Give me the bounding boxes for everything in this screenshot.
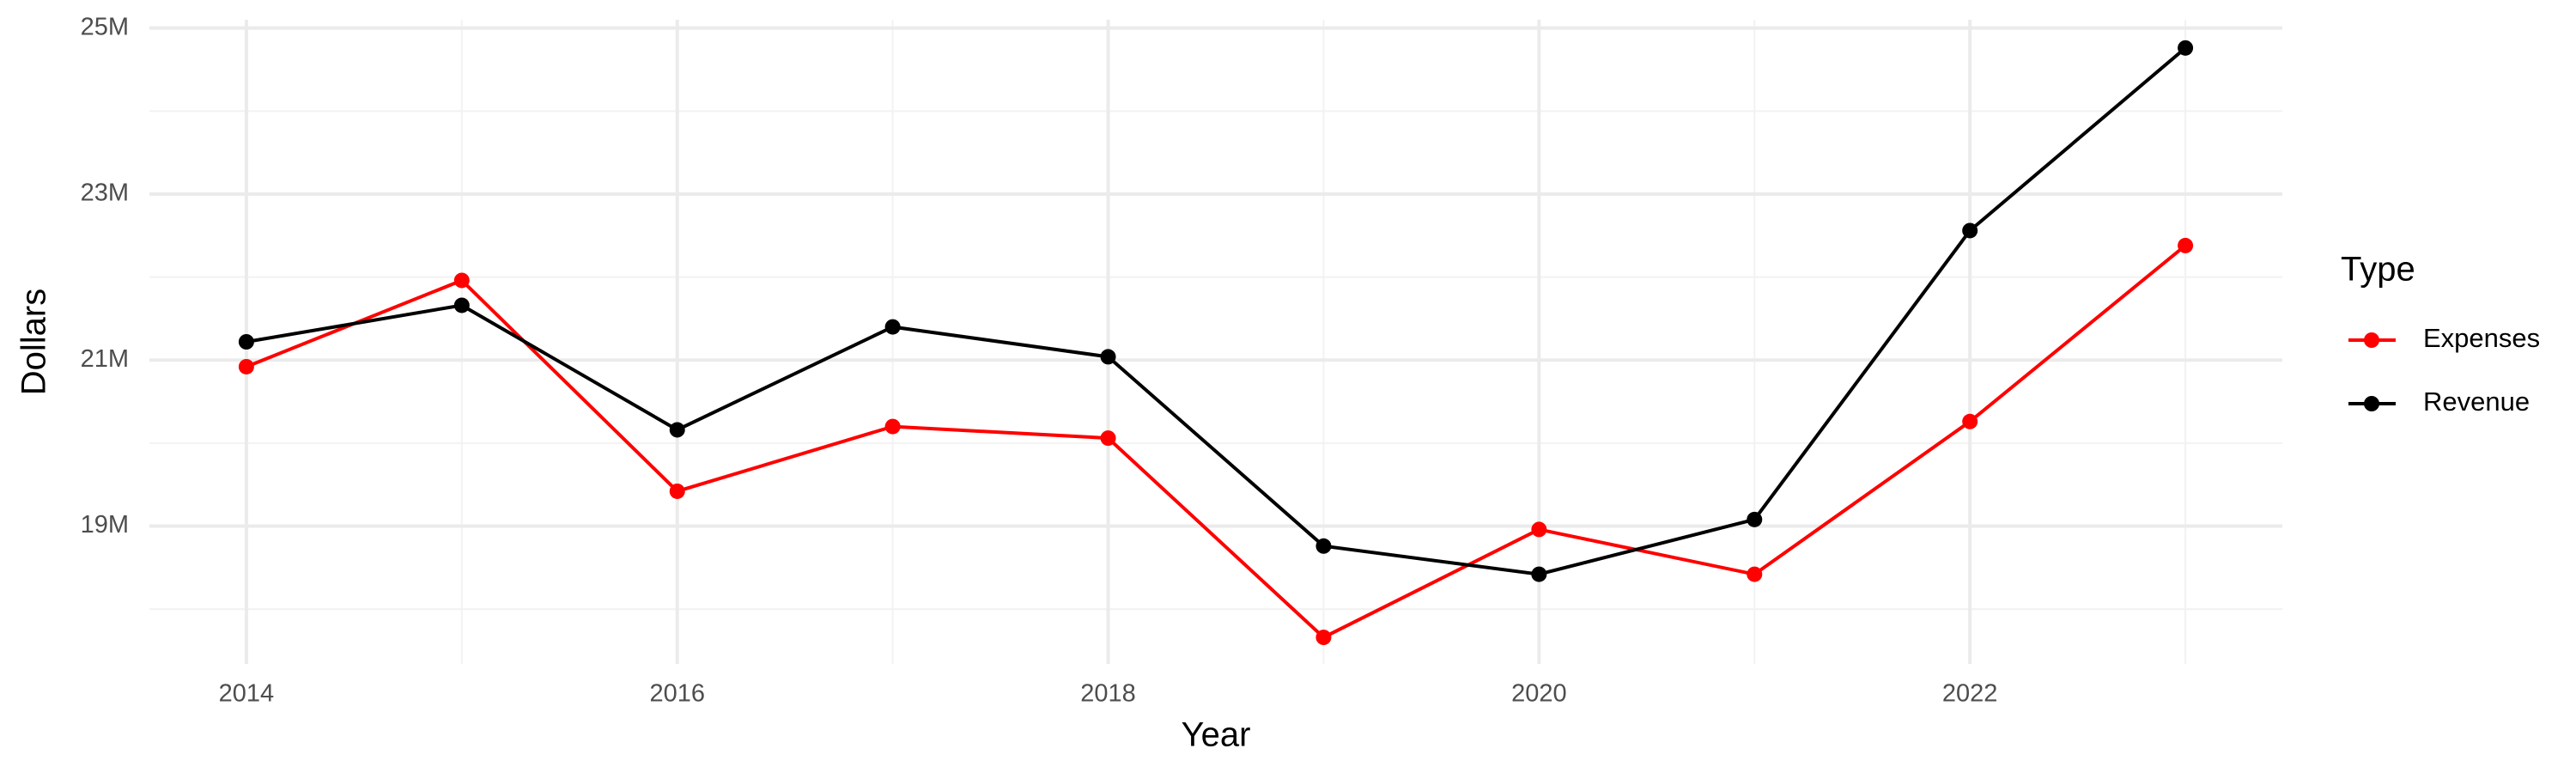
data-point	[238, 358, 254, 374]
data-point	[884, 319, 901, 335]
data-point	[884, 418, 901, 435]
legend-marker	[2364, 396, 2379, 411]
data-point	[1315, 538, 1332, 554]
data-point	[1747, 511, 1763, 527]
y-tick-label: 19M	[81, 511, 129, 539]
x-tick-label: 2020	[1511, 680, 1567, 708]
series-line	[246, 244, 2187, 640]
legend-title: Type	[2341, 251, 2415, 289]
data-point	[2178, 40, 2194, 56]
x-tick-label: 2018	[1080, 680, 1136, 708]
legend-label: Expenses	[2423, 323, 2540, 353]
x-tick-label: 2016	[649, 680, 705, 708]
x-tick-label: 2022	[1942, 680, 1998, 708]
y-tick-label: 21M	[81, 345, 129, 373]
series-line	[246, 46, 2187, 576]
data-point	[453, 297, 470, 313]
data-point	[453, 272, 470, 289]
data-point	[238, 334, 254, 350]
data-point	[1962, 413, 1978, 429]
data-point	[1315, 630, 1332, 646]
data-point	[2178, 237, 2194, 253]
y-tick-label: 23M	[81, 180, 129, 207]
data-point	[1100, 430, 1116, 447]
x-tick-label: 2014	[219, 680, 275, 708]
data-point	[669, 422, 685, 438]
data-point	[669, 483, 685, 499]
data-point	[1962, 222, 1978, 239]
data-point	[1531, 566, 1547, 582]
legend-marker	[2364, 332, 2379, 348]
y-tick-label: 25M	[81, 13, 129, 40]
y-axis-title: Dollars	[15, 289, 53, 395]
data-point	[1100, 349, 1116, 365]
x-axis-title: Year	[1182, 716, 1251, 754]
legend-label: Revenue	[2423, 386, 2530, 417]
data-point	[1747, 566, 1763, 582]
data-point	[1531, 521, 1547, 538]
